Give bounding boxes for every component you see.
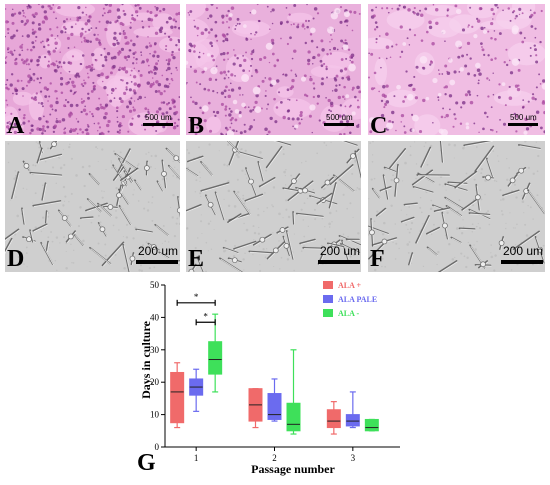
phase-micrograph-f bbox=[368, 141, 545, 272]
y-tick-label: 10 bbox=[150, 410, 160, 420]
scale-bar-a bbox=[143, 123, 173, 126]
significance-star: * bbox=[203, 311, 208, 321]
y-tick-label: 20 bbox=[150, 377, 160, 387]
legend-label: ALA PALE bbox=[338, 295, 377, 304]
scale-bar-e bbox=[318, 260, 360, 264]
box-1-2 bbox=[345, 391, 360, 429]
y-tick-label: 0 bbox=[155, 442, 160, 452]
scale-text-b: 500 um bbox=[326, 113, 353, 122]
panel-label-d: D bbox=[7, 246, 25, 272]
scale-bar-f bbox=[501, 260, 543, 264]
legend-label: ALA - bbox=[338, 309, 359, 318]
x-ticks: 1 2 3 bbox=[194, 447, 356, 463]
panel-label-b: B bbox=[188, 113, 205, 139]
scale-text-e: 200 um bbox=[320, 244, 361, 258]
legend-label: ALA + bbox=[338, 281, 361, 290]
box-1-1 bbox=[267, 378, 282, 422]
he-micrograph-c bbox=[368, 4, 545, 135]
phase-micrograph-e bbox=[186, 141, 361, 272]
scale-bar-d bbox=[136, 260, 178, 264]
scale-text-d: 200 um bbox=[138, 244, 179, 258]
panel-f bbox=[368, 141, 545, 272]
box-1-0 bbox=[189, 368, 204, 412]
legend-swatch bbox=[323, 295, 333, 303]
box-0-0 bbox=[170, 362, 185, 429]
panel-label-c: C bbox=[370, 113, 388, 139]
scale-bar-b bbox=[324, 123, 354, 126]
panel-e bbox=[186, 141, 361, 272]
he-micrograph-b bbox=[186, 4, 361, 135]
box-0-1 bbox=[248, 388, 263, 429]
phase-micrograph-d bbox=[5, 141, 180, 272]
panel-label-e: E bbox=[188, 246, 205, 272]
y-axis-label: Days in culture bbox=[139, 320, 153, 398]
chart-legend: ALA + ALA PALE ALA - bbox=[323, 281, 377, 318]
panel-b bbox=[186, 4, 361, 135]
panel-label-a: A bbox=[7, 113, 25, 139]
scale-bar-c bbox=[508, 123, 538, 126]
y-tick-label: 40 bbox=[150, 312, 160, 322]
chart-axes bbox=[164, 285, 400, 448]
significance-bracket: * bbox=[176, 292, 216, 306]
boxes bbox=[170, 313, 379, 435]
box-2-1 bbox=[286, 349, 301, 435]
x-tick-label: 2 bbox=[272, 453, 277, 463]
legend-item: ALA - bbox=[323, 309, 359, 318]
scale-text-a: 500 um bbox=[145, 113, 172, 122]
panel-c bbox=[368, 4, 545, 135]
x-tick-label: 3 bbox=[351, 453, 356, 463]
significance-star: * bbox=[194, 292, 199, 302]
y-tick-label: 30 bbox=[150, 345, 160, 355]
significance-bracket: * bbox=[195, 311, 216, 326]
legend-swatch bbox=[323, 309, 333, 317]
box-0-2 bbox=[326, 401, 341, 435]
box-2-2 bbox=[364, 418, 379, 432]
x-tick-label: 1 bbox=[194, 453, 199, 463]
y-ticks: 0 10 20 30 40 50 bbox=[150, 280, 165, 452]
legend-swatch bbox=[323, 281, 333, 289]
legend-item: ALA + bbox=[323, 281, 361, 290]
scale-text-c: 500 um bbox=[510, 113, 537, 122]
significance-markers: ** bbox=[176, 292, 216, 326]
scale-text-f: 200 um bbox=[503, 244, 544, 258]
box-2-0 bbox=[208, 313, 223, 393]
y-tick-label: 50 bbox=[150, 280, 160, 290]
panel-d bbox=[5, 141, 180, 272]
panel-a bbox=[5, 4, 180, 135]
x-axis-label: Passage number bbox=[251, 462, 335, 476]
panel-label-g: G bbox=[137, 450, 156, 476]
panel-label-f: F bbox=[370, 246, 385, 272]
legend-item: ALA PALE bbox=[323, 295, 377, 304]
he-micrograph-a bbox=[5, 4, 180, 135]
